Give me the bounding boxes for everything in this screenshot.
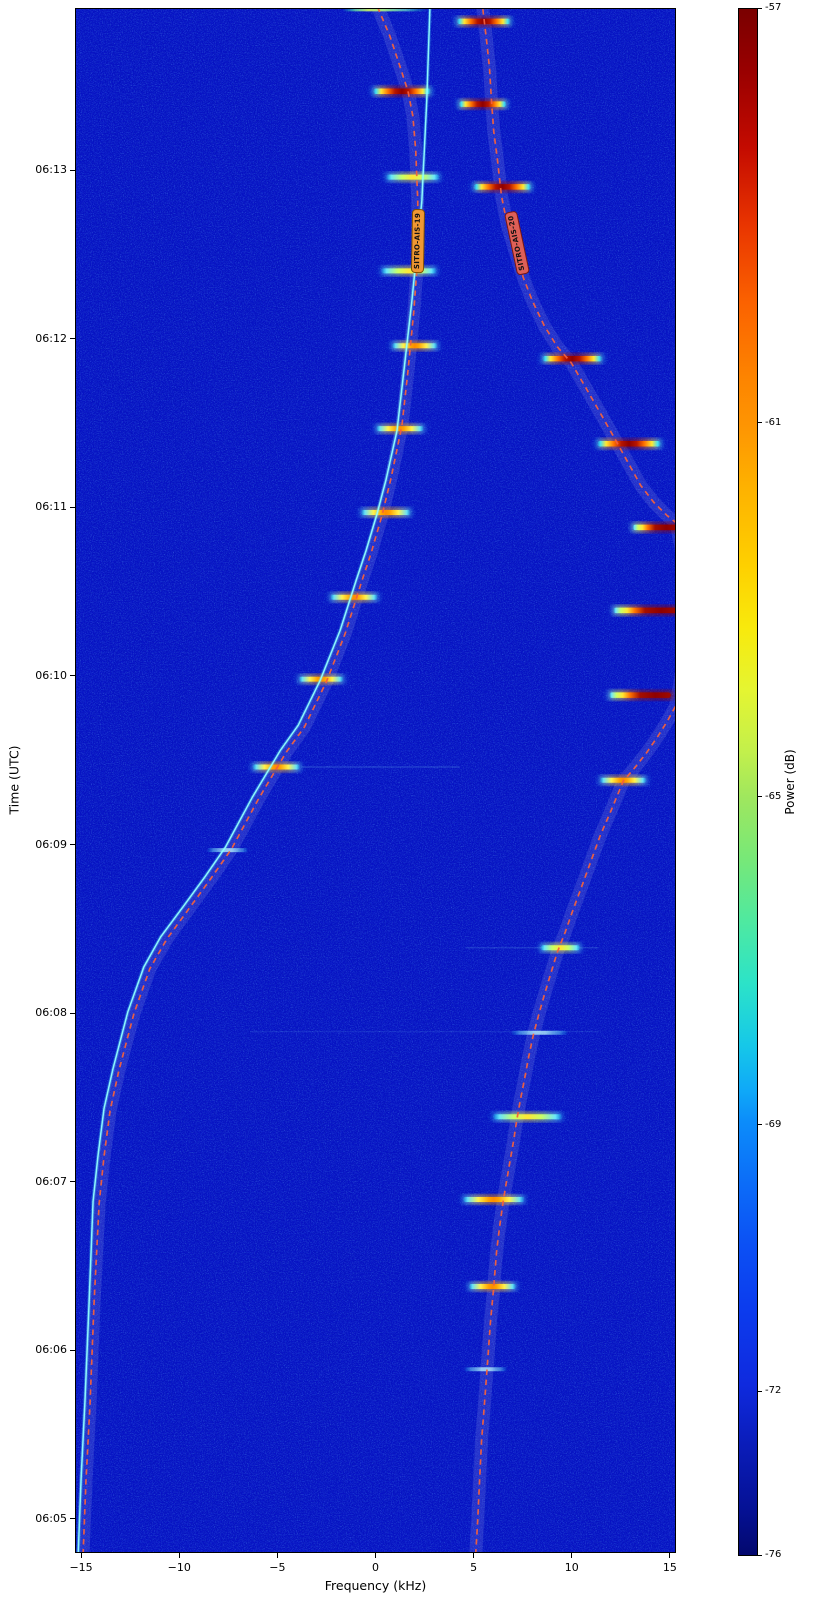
colorbar-label: Power (dB) xyxy=(783,749,797,815)
colorbar-tick xyxy=(758,796,762,798)
ais-burst xyxy=(458,101,507,107)
y-tick-label: 06:06 xyxy=(35,1343,67,1357)
doppler-track-predicted-2 xyxy=(474,9,675,1552)
y-tick-label: 06:12 xyxy=(35,331,67,345)
ais-burst xyxy=(597,440,661,447)
colorbar-tick xyxy=(758,1124,762,1126)
x-axis-label: Frequency (kHz) xyxy=(324,1578,427,1593)
y-tick xyxy=(70,675,75,677)
y-tick xyxy=(70,1349,75,1351)
ais-burst xyxy=(613,607,675,614)
colorbar-tick xyxy=(758,7,762,9)
ais-burst xyxy=(373,88,431,94)
y-tick-label: 06:05 xyxy=(35,1511,67,1525)
x-tick xyxy=(80,1553,82,1558)
x-tick xyxy=(276,1553,278,1558)
ais-burst xyxy=(376,426,424,432)
colorbar-gradient xyxy=(739,9,757,1555)
satellite-label-sitro-ais-19: SITRO-AIS-19 xyxy=(410,208,425,274)
y-tick-label: 06:13 xyxy=(35,163,67,177)
colorbar-tick xyxy=(758,1554,762,1556)
ais-burst xyxy=(510,1030,569,1035)
colorbar-tick xyxy=(758,1390,762,1392)
colorbar-tick-label: -76 xyxy=(765,1549,782,1560)
colorbar-tick-label: -72 xyxy=(765,1385,782,1397)
y-tick xyxy=(70,506,75,508)
x-tick-label: −5 xyxy=(269,1561,286,1574)
colorbar-tick-label: -65 xyxy=(765,790,782,802)
ais-burst xyxy=(342,9,427,12)
y-tick-label: 06:11 xyxy=(35,500,67,514)
ais-burst xyxy=(252,764,301,770)
noise-layer-dark xyxy=(76,9,675,1552)
colorbar-tick xyxy=(758,422,762,424)
colorbar-tick-label: -69 xyxy=(765,1118,782,1130)
x-tick-label: −10 xyxy=(167,1561,191,1574)
ais-burst xyxy=(206,848,249,853)
x-tick-label: 5 xyxy=(470,1561,478,1574)
x-tick xyxy=(473,1553,475,1558)
ais-burst xyxy=(360,509,411,515)
y-tick-label: 06:09 xyxy=(35,837,67,851)
ais-burst xyxy=(462,1197,525,1203)
y-tick-label: 06:10 xyxy=(35,668,67,682)
colorbar-tick-label: -57 xyxy=(765,2,782,13)
x-tick-label: 10 xyxy=(564,1561,579,1574)
ais-burst xyxy=(391,343,438,349)
ais-burst xyxy=(473,184,532,190)
doppler-track-predicted-1 xyxy=(82,9,419,1552)
y-tick xyxy=(70,169,75,171)
plot-area: SITRO-AIS-19 SITRO-AIS-20 xyxy=(75,8,676,1553)
colorbar xyxy=(738,8,758,1556)
ais-burst xyxy=(468,1284,517,1290)
ais-burst xyxy=(463,1367,508,1372)
y-tick xyxy=(70,1012,75,1014)
ais-burst xyxy=(492,1114,563,1120)
ais-burst xyxy=(381,268,437,274)
ais-burst xyxy=(632,524,675,531)
y-tick xyxy=(70,1181,75,1183)
ais-burst xyxy=(330,594,378,600)
x-tick xyxy=(571,1553,573,1558)
y-tick xyxy=(70,338,75,340)
y-tick xyxy=(70,1518,75,1520)
colorbar-tick-label: -61 xyxy=(765,416,782,428)
ais-burst xyxy=(540,945,581,951)
x-tick xyxy=(669,1553,671,1558)
y-tick-label: 06:08 xyxy=(35,1006,67,1020)
ais-burst xyxy=(542,355,603,362)
spectrogram-canvas xyxy=(76,9,675,1552)
ais-burst xyxy=(609,692,671,698)
x-tick xyxy=(178,1553,180,1558)
y-axis-label: Time (UTC) xyxy=(6,745,22,815)
x-tick xyxy=(375,1553,376,1558)
x-tick-label: 0 xyxy=(372,1561,379,1574)
ais-burst xyxy=(385,174,440,180)
doppler-track-measured xyxy=(77,9,431,1552)
y-tick-label: 06:07 xyxy=(35,1174,67,1188)
y-tick xyxy=(70,844,75,846)
x-tick-label: 15 xyxy=(662,1561,677,1574)
x-tick-label: −15 xyxy=(69,1561,93,1574)
